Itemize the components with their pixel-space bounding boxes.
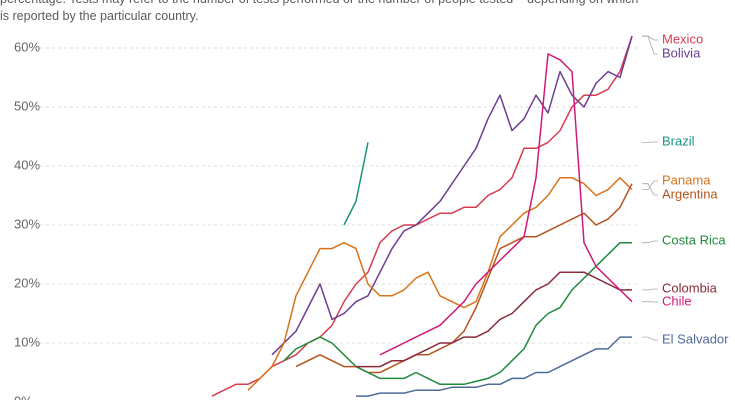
y-tick-label: 20% — [14, 275, 40, 290]
label-connector — [642, 180, 658, 191]
series-label: Brazil — [662, 133, 695, 148]
series-line — [356, 336, 632, 397]
series-line — [343, 142, 369, 226]
series-line — [295, 183, 633, 374]
series-label: Costa Rica — [662, 232, 726, 247]
label-connector — [642, 183, 658, 196]
y-tick-label: 30% — [14, 216, 40, 231]
y-tick-label: 60% — [14, 39, 40, 54]
series-label: Colombia — [662, 280, 718, 295]
label-connector — [642, 35, 658, 55]
series-label: El Salvador — [662, 331, 729, 346]
y-tick-label: 0% — [14, 393, 33, 400]
series-label: Panama — [662, 172, 711, 187]
series-label: Chile — [662, 293, 692, 308]
label-connector — [642, 288, 658, 291]
chart-subtitle: percentage. Tests may refer to the numbe… — [0, 0, 638, 23]
series-line — [247, 177, 633, 391]
series-line — [211, 35, 633, 397]
label-connector — [642, 35, 658, 41]
series-label: Argentina — [662, 186, 718, 201]
series-line — [283, 241, 632, 386]
series-label: Bolivia — [662, 45, 701, 60]
y-tick-label: 10% — [14, 334, 40, 349]
label-connector — [642, 240, 658, 244]
y-tick-label: 50% — [14, 98, 40, 113]
series-line — [356, 271, 632, 368]
series-line — [271, 35, 633, 356]
series-label: Mexico — [662, 31, 703, 46]
series-line — [379, 53, 633, 356]
y-tick-label: 40% — [14, 157, 40, 172]
label-connector — [642, 336, 658, 341]
